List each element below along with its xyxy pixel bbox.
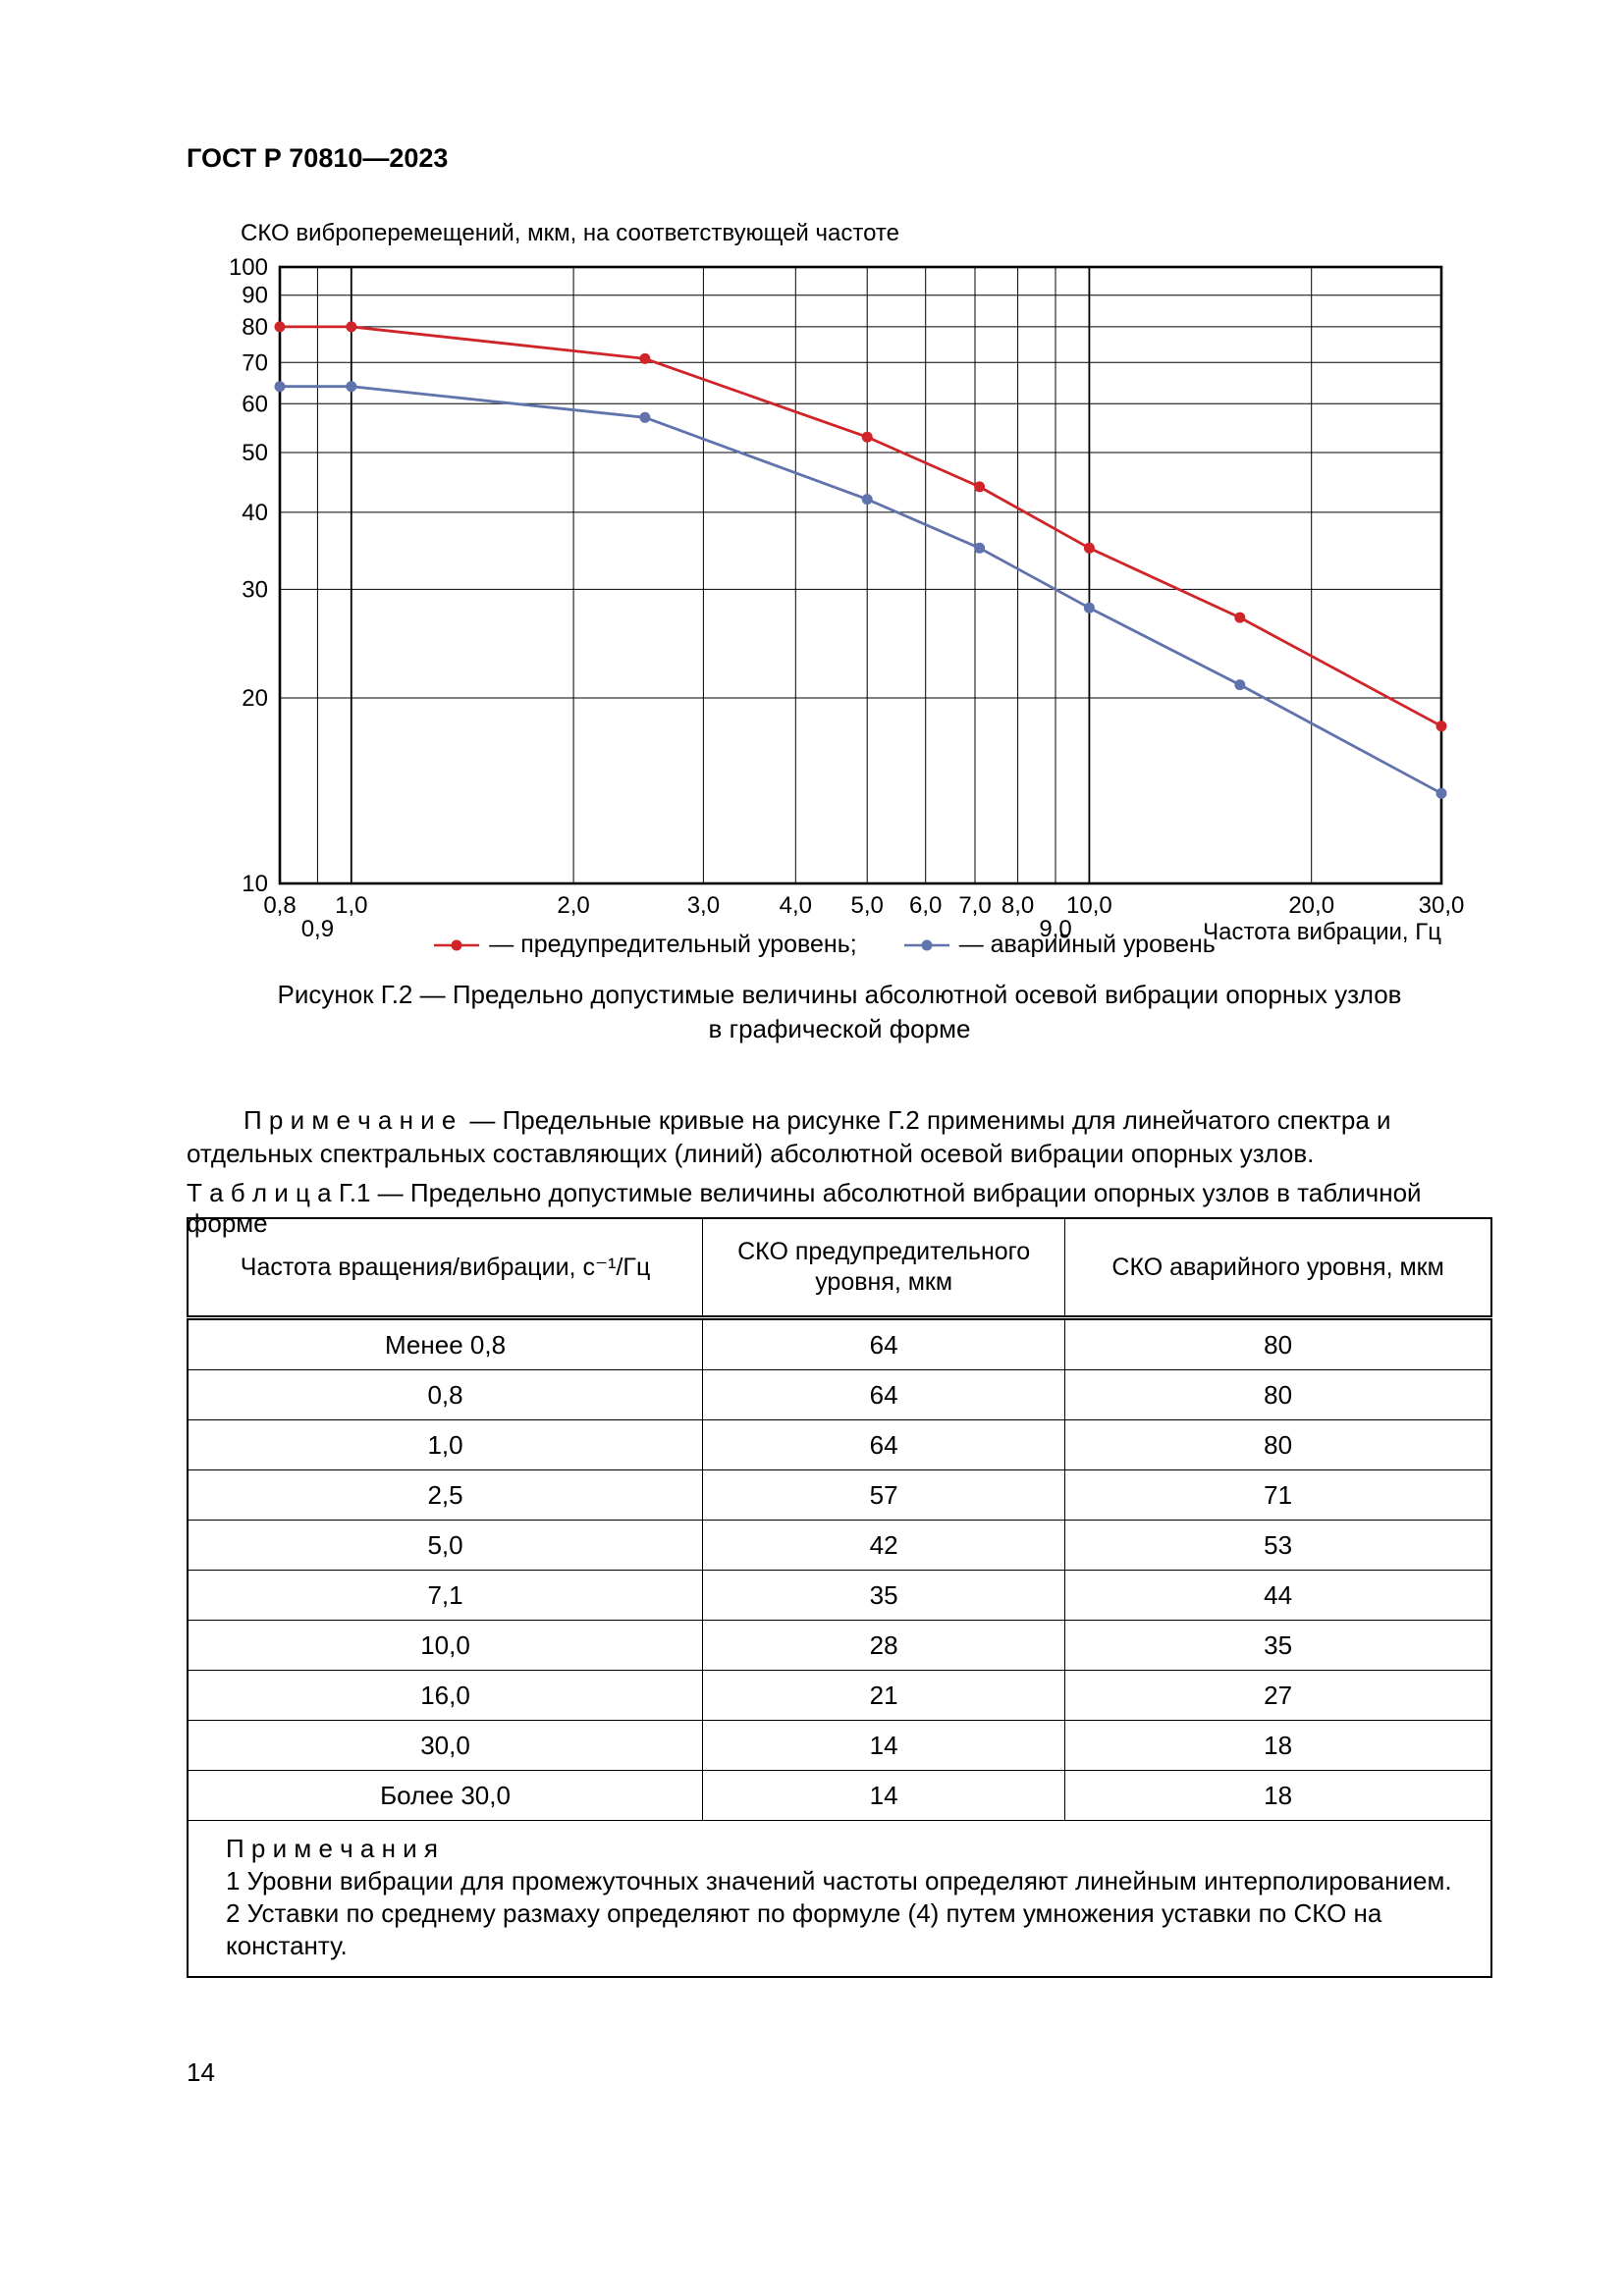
table-cell: 27 bbox=[1064, 1670, 1492, 1721]
table-cell: 64 bbox=[702, 1419, 1066, 1470]
figure-caption-line1: Рисунок Г.2 — Предельно допустимые велич… bbox=[277, 980, 1402, 1009]
note-label: П р и м е ч а н и е bbox=[244, 1105, 457, 1135]
table-row: Более 30,0 14 18 bbox=[187, 1770, 1492, 1821]
table-cell: 80 bbox=[1064, 1317, 1492, 1370]
table-cell: 14 bbox=[702, 1770, 1066, 1821]
table-cell: 57 bbox=[702, 1469, 1066, 1521]
table-row: 7,1 35 44 bbox=[187, 1570, 1492, 1621]
limits-table-head: Частота вращения/вибрации, с⁻¹/Гц СКО пр… bbox=[187, 1217, 1492, 1320]
table-header-alarm: СКО аварийного уровня, мкм bbox=[1064, 1217, 1492, 1320]
table-row: 1,0 64 80 bbox=[187, 1419, 1492, 1470]
table-cell: 44 bbox=[1064, 1570, 1492, 1621]
table-cell: 16,0 bbox=[187, 1670, 704, 1721]
svg-text:Частота вибрации, Гц: Частота вибрации, Гц bbox=[1203, 919, 1441, 945]
table-cell: 18 bbox=[1064, 1770, 1492, 1821]
svg-text:2,0: 2,0 bbox=[557, 892, 589, 919]
svg-text:3,0: 3,0 bbox=[687, 892, 720, 919]
svg-text:5,0: 5,0 bbox=[851, 892, 884, 919]
figure-caption-line2: в графической форме bbox=[708, 1014, 971, 1043]
table-row: Менее 0,8 64 80 bbox=[187, 1317, 1492, 1370]
svg-text:90: 90 bbox=[242, 283, 268, 309]
limits-table: Частота вращения/вибрации, с⁻¹/Гц СКО пр… bbox=[187, 1217, 1492, 1978]
table-cell: 35 bbox=[1064, 1620, 1492, 1671]
legend-marker-icon bbox=[903, 939, 949, 950]
svg-text:СКО виброперемещений, мкм, на: СКО виброперемещений, мкм, на соответств… bbox=[241, 220, 899, 246]
svg-text:0,9: 0,9 bbox=[301, 916, 334, 942]
table-cell: 80 bbox=[1064, 1369, 1492, 1420]
figure-caption: Рисунок Г.2 — Предельно допустимые велич… bbox=[187, 978, 1492, 1046]
table-header-frequency: Частота вращения/вибрации, с⁻¹/Гц bbox=[187, 1217, 704, 1320]
table-cell: Менее 0,8 bbox=[187, 1317, 704, 1370]
table-notes-label: П р и м е ч а н и я bbox=[226, 1834, 438, 1863]
table-cell: 5,0 bbox=[187, 1520, 704, 1571]
table-notes-cell: П р и м е ч а н и я 1 Уровни вибрации дл… bbox=[187, 1820, 1492, 1978]
table-header-row: Частота вращения/вибрации, с⁻¹/Гц СКО пр… bbox=[187, 1217, 1492, 1320]
svg-text:80: 80 bbox=[242, 314, 268, 341]
legend-item: — предупредительный уровень; bbox=[434, 931, 857, 959]
svg-text:70: 70 bbox=[242, 349, 268, 376]
svg-text:30: 30 bbox=[242, 576, 268, 603]
table-cell: 2,5 bbox=[187, 1469, 704, 1521]
svg-text:60: 60 bbox=[242, 391, 268, 417]
table-cell: 18 bbox=[1064, 1720, 1492, 1771]
table-cell: 10,0 bbox=[187, 1620, 704, 1671]
svg-text:50: 50 bbox=[242, 440, 268, 466]
svg-text:10: 10 bbox=[242, 871, 268, 897]
table-cell: 21 bbox=[702, 1670, 1066, 1721]
limits-table-body: Менее 0,8 64 80 0,8 64 80 1,0 64 80 2,5 57 71 5,0 42 5… bbox=[187, 1317, 1492, 1821]
table-note-line: 2 Уставки по среднему размаху определяют… bbox=[226, 1898, 1382, 1960]
svg-text:9,0: 9,0 bbox=[1039, 916, 1071, 942]
table-cell: 30,0 bbox=[187, 1720, 704, 1771]
svg-text:20,0: 20,0 bbox=[1288, 892, 1334, 919]
svg-text:8,0: 8,0 bbox=[1001, 892, 1034, 919]
page-number: 14 bbox=[187, 2057, 215, 2087]
table-row: 5,0 42 53 bbox=[187, 1520, 1492, 1571]
chart-legend: — предупредительный уровень; — аварийный … bbox=[157, 931, 1492, 959]
table-cell: 0,8 bbox=[187, 1369, 704, 1420]
table-row: 30,0 14 18 bbox=[187, 1720, 1492, 1771]
svg-text:1,0: 1,0 bbox=[335, 892, 367, 919]
table-cell: Более 30,0 bbox=[187, 1770, 704, 1821]
svg-text:6,0: 6,0 bbox=[909, 892, 942, 919]
svg-text:0,8: 0,8 bbox=[263, 892, 296, 919]
document-header: ГОСТ Р 70810—2023 bbox=[187, 143, 449, 173]
table-notes: 1 Уровни вибрации для промежуточных знач… bbox=[226, 1865, 1475, 1962]
table-cell: 71 bbox=[1064, 1469, 1492, 1521]
legend-marker-icon bbox=[434, 939, 480, 950]
table-row: 10,0 28 35 bbox=[187, 1620, 1492, 1671]
table-note-line: 1 Уровни вибрации для промежуточных знач… bbox=[226, 1866, 1452, 1896]
svg-text:100: 100 bbox=[229, 254, 268, 281]
table-notes-row: П р и м е ч а н и я 1 Уровни вибрации дл… bbox=[187, 1820, 1492, 1978]
legend-label: — аварийный уровень bbox=[958, 931, 1216, 958]
table-cell: 14 bbox=[702, 1720, 1066, 1771]
table-cell: 1,0 bbox=[187, 1419, 704, 1470]
table-cell: 64 bbox=[702, 1369, 1066, 1420]
table-cell: 53 bbox=[1064, 1520, 1492, 1571]
svg-text:10,0: 10,0 bbox=[1066, 892, 1112, 919]
svg-text:20: 20 bbox=[242, 685, 268, 712]
note-text: — Предельные кривые на рисунке Г.2 приме… bbox=[187, 1105, 1391, 1168]
table-cell: 35 bbox=[702, 1570, 1066, 1621]
table-cell: 80 bbox=[1064, 1419, 1492, 1470]
svg-text:4,0: 4,0 bbox=[780, 892, 812, 919]
table-cell: 64 bbox=[702, 1317, 1066, 1370]
note-paragraph: П р и м е ч а н и е — Предельные кривые н… bbox=[187, 1103, 1502, 1170]
svg-text:30,0: 30,0 bbox=[1419, 892, 1465, 919]
table-row: 2,5 57 71 bbox=[187, 1469, 1492, 1521]
table-cell: 28 bbox=[702, 1620, 1066, 1671]
svg-text:40: 40 bbox=[242, 500, 268, 526]
table-cell: 42 bbox=[702, 1520, 1066, 1571]
legend-label: — предупредительный уровень; bbox=[489, 931, 857, 958]
table-cell: 7,1 bbox=[187, 1570, 704, 1621]
limits-table-notes-section: П р и м е ч а н и я 1 Уровни вибрации дл… bbox=[187, 1820, 1492, 1978]
svg-text:7,0: 7,0 bbox=[958, 892, 991, 919]
table-header-warning: СКО предупредительного уровня, мкм bbox=[702, 1217, 1066, 1320]
table-row: 0,8 64 80 bbox=[187, 1369, 1492, 1420]
legend-item: — аварийный уровень bbox=[903, 931, 1216, 959]
table-row: 16,0 21 27 bbox=[187, 1670, 1492, 1721]
